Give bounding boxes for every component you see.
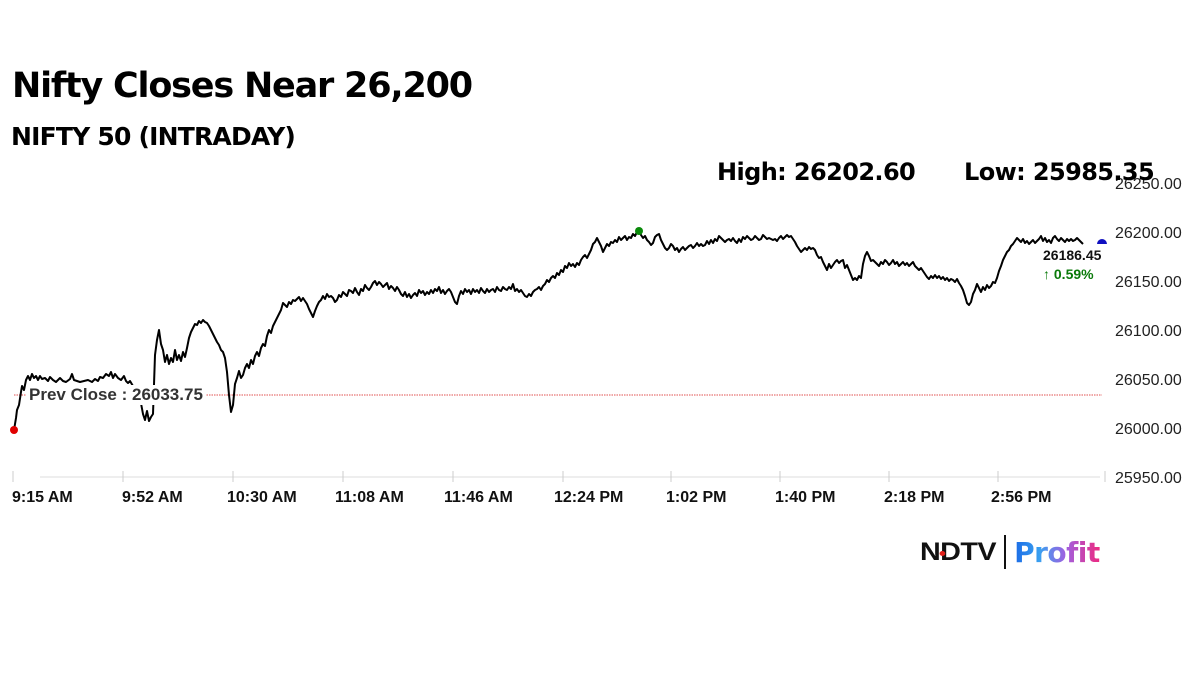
last-price-marker	[1097, 239, 1107, 244]
logo-divider	[1004, 535, 1007, 569]
svg-text:2:18 PM: 2:18 PM	[884, 489, 944, 506]
ndtv-wordmark: NDTV	[920, 537, 997, 566]
svg-text:26050.00: 26050.00	[1115, 372, 1182, 389]
svg-text:26200.00: 26200.00	[1115, 225, 1182, 242]
last-price-label: 26186.45	[1043, 247, 1102, 263]
high-marker	[635, 227, 643, 235]
svg-text:11:08 AM: 11:08 AM	[335, 489, 404, 506]
svg-text:1:40 PM: 1:40 PM	[775, 489, 835, 506]
y-axis-labels: 26250.00 26200.00 26150.00 26100.00 2605…	[1115, 176, 1182, 487]
price-line	[13, 229, 1084, 431]
chart-headline: Nifty Closes Near 26,200	[12, 66, 473, 106]
prev-close-label: Prev Close : 26033.75	[26, 385, 206, 405]
svg-text:26000.00: 26000.00	[1115, 421, 1182, 438]
open-marker	[10, 426, 18, 434]
svg-text:9:15 AM: 9:15 AM	[12, 489, 73, 506]
profit-wordmark: Profit	[1014, 535, 1100, 569]
svg-text:26150.00: 26150.00	[1115, 274, 1182, 291]
ndtv-red-dot-icon	[939, 550, 946, 556]
change-percent-label: ↑ 0.59%	[1043, 266, 1094, 282]
svg-text:26250.00: 26250.00	[1115, 176, 1182, 193]
x-axis-ticks	[12, 471, 1106, 482]
svg-text:26100.00: 26100.00	[1115, 323, 1182, 340]
svg-text:25950.00: 25950.00	[1115, 470, 1182, 487]
ndtv-profit-logo: NDTV Profit	[920, 534, 1100, 570]
svg-text:12:24 PM: 12:24 PM	[554, 489, 623, 506]
svg-text:11:46 AM: 11:46 AM	[444, 489, 513, 506]
svg-text:9:52 AM: 9:52 AM	[122, 489, 183, 506]
high-value: High: 26202.60	[717, 158, 916, 186]
chart-subtitle: NIFTY 50 (INTRADAY)	[11, 122, 296, 151]
x-axis-labels: 9:15 AM 9:52 AM 10:30 AM 11:08 AM 11:46 …	[12, 489, 1051, 506]
svg-text:1:02 PM: 1:02 PM	[666, 489, 726, 506]
low-value: Low: 25985.35	[964, 158, 1155, 186]
svg-text:2:56 PM: 2:56 PM	[991, 489, 1051, 506]
svg-text:10:30 AM: 10:30 AM	[227, 489, 297, 506]
